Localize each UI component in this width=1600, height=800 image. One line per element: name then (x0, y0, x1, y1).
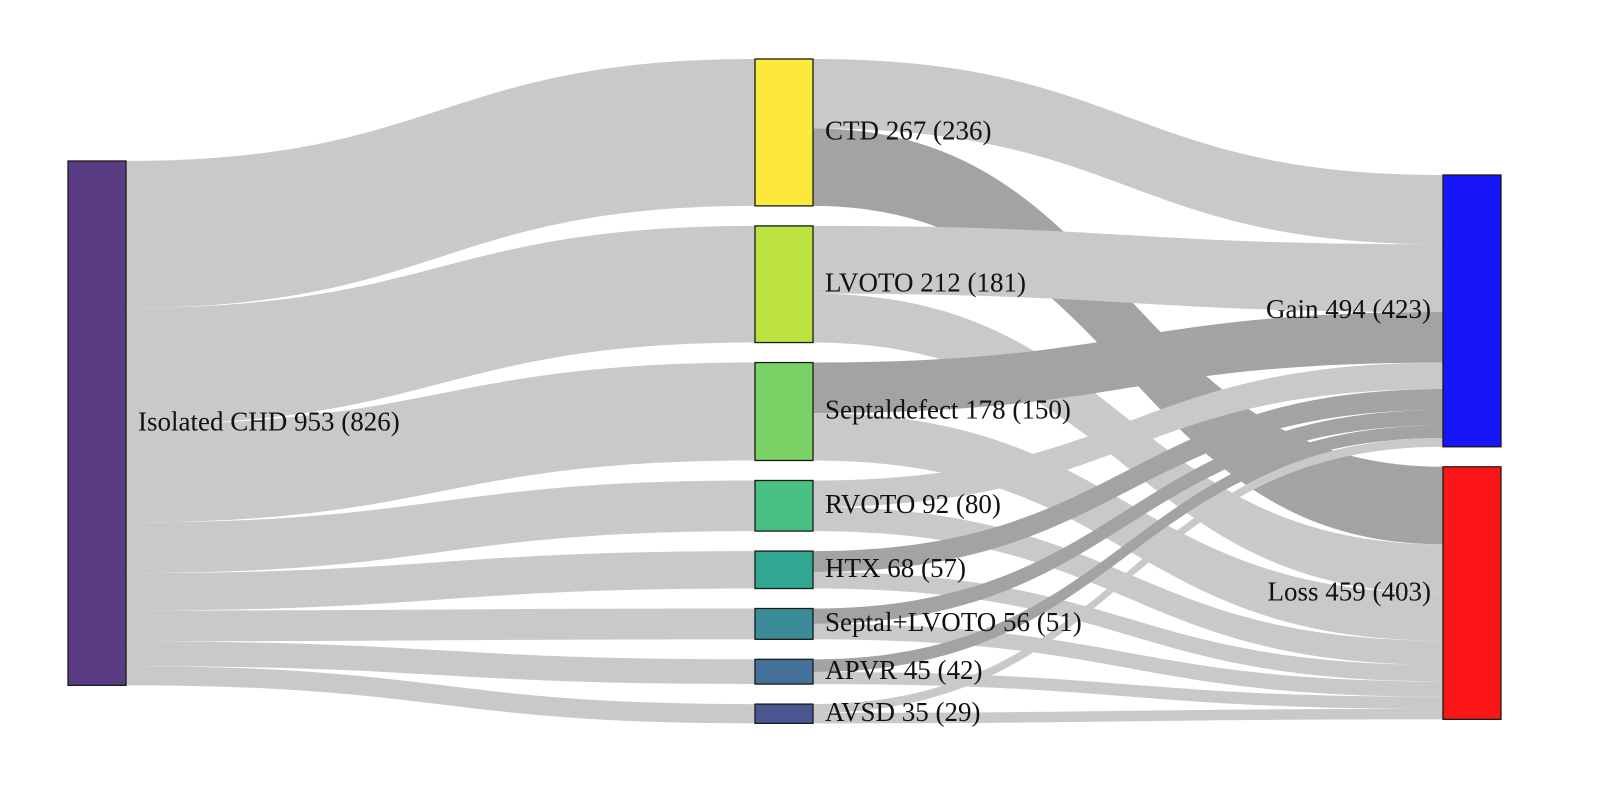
node-apvr (754, 658, 814, 685)
link-iso-to-avsd (126, 666, 755, 724)
label-loss: Loss 459 (403) (1268, 576, 1432, 606)
label-seplv: Septal+LVOTO 56 (51) (825, 607, 1082, 637)
link-ctd-to-gain (813, 59, 1443, 245)
links-layer (126, 59, 1443, 724)
label-gain: Gain 494 (423) (1266, 294, 1431, 324)
label-iso: Isolated CHD 953 (826) (138, 406, 400, 436)
label-septal: Septaldefect 178 (150) (825, 395, 1071, 425)
labels-layer: Isolated CHD 953 (826) CTD 267 (236) LVOTO… (138, 116, 1431, 727)
link-seplv-to-gain (813, 409, 1443, 624)
nodes-layer (67, 58, 1502, 724)
link-htx-to-gain (813, 389, 1443, 573)
link-iso-to-rvoto (126, 480, 755, 574)
label-avsd: AVSD 35 (29) (825, 697, 981, 727)
link-iso-to-ctd (126, 59, 755, 308)
link-septal-to-gain (813, 311, 1443, 414)
link-iso-to-apvr (126, 641, 755, 685)
label-lvoto: LVOTO 212 (181) (825, 267, 1026, 297)
link-avsd-to-loss (813, 708, 1443, 724)
link-lvoto-to-gain (813, 225, 1443, 312)
node-gain (1442, 174, 1502, 448)
node-lvoto (754, 225, 814, 344)
node-rvoto (754, 479, 814, 532)
link-iso-to-htx (126, 551, 755, 611)
link-rvoto-to-gain (813, 362, 1443, 507)
node-seplv (754, 607, 814, 640)
link-avsd-to-gain (813, 437, 1443, 713)
node-ctd (754, 58, 814, 207)
link-apvr-to-gain (813, 425, 1443, 672)
node-septal (754, 361, 814, 462)
label-apvr: APVR 45 (42) (825, 655, 983, 685)
link-iso-to-lvoto (126, 225, 755, 425)
node-avsd (754, 703, 814, 724)
node-loss (1442, 466, 1502, 720)
node-htx (754, 550, 814, 590)
link-rvoto-to-loss (813, 506, 1443, 665)
label-htx: HTX 68 (57) (825, 553, 966, 583)
link-iso-to-septal (126, 362, 755, 523)
label-rvoto: RVOTO 92 (80) (825, 489, 1001, 519)
link-iso-to-seplv (126, 608, 755, 642)
label-ctd: CTD 267 (236) (825, 116, 991, 146)
node-iso (67, 160, 127, 686)
link-htx-to-loss (813, 572, 1443, 682)
